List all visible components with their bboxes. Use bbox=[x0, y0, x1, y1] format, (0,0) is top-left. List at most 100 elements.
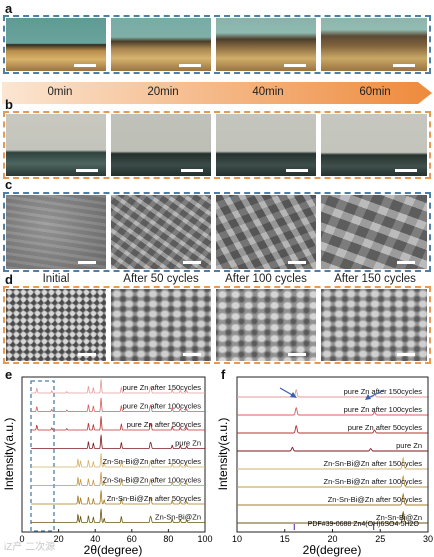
panel-c-label: c bbox=[5, 177, 13, 192]
watermark: iZ产 二次源 bbox=[4, 542, 56, 553]
x-tick-label: 25 bbox=[375, 534, 385, 544]
x-tick-label: 30 bbox=[423, 534, 433, 544]
x-tick-label: 20 bbox=[54, 534, 64, 544]
xrd-trace bbox=[31, 397, 205, 412]
panel-c-sem-4 bbox=[321, 195, 427, 269]
scale-bar bbox=[393, 64, 415, 67]
series-label: Zn-Sn-Bi@Zn after 50cycles bbox=[107, 494, 202, 503]
xrd-trace bbox=[31, 416, 205, 431]
xrd-trace bbox=[31, 434, 205, 449]
caption-100-cycles: After 100 cycles bbox=[225, 273, 307, 285]
panel-a-photo-20min bbox=[111, 18, 211, 71]
xrd-trace bbox=[237, 446, 428, 452]
scale-bar bbox=[78, 353, 96, 356]
scale-bar bbox=[76, 169, 98, 172]
plot-frame bbox=[236, 376, 429, 533]
caption-150-cycles: After 150 cycles bbox=[334, 273, 416, 285]
x-tick-label: 15 bbox=[280, 534, 290, 544]
x-tick-label: 40 bbox=[90, 534, 100, 544]
x-tick-label: 10 bbox=[232, 534, 242, 544]
x-axis-label: 2θ(degree) bbox=[84, 543, 143, 557]
xrd-trace bbox=[237, 406, 428, 416]
pointer-arrow-head bbox=[290, 392, 297, 398]
scale-bar bbox=[181, 169, 203, 172]
xrd-trace bbox=[31, 471, 205, 487]
scale-bar bbox=[74, 64, 96, 67]
xrd-trace bbox=[31, 453, 205, 468]
scale-bar bbox=[183, 261, 201, 264]
scale-bar bbox=[288, 353, 306, 356]
xrd-trace bbox=[237, 388, 428, 398]
panel-b-photo-2 bbox=[111, 114, 211, 176]
series-label: Zn-Sn-Bi@Zn bbox=[155, 513, 201, 522]
series-label: pure Zn after 150cycles bbox=[344, 387, 423, 396]
panel-b-label: b bbox=[5, 97, 13, 112]
scale-bar bbox=[395, 169, 417, 172]
xrd-trace bbox=[31, 508, 205, 524]
x-axis-label: 2θ(degree) bbox=[303, 543, 362, 557]
series-label: Zn-Sn-Bi@Zn after 150cycles bbox=[324, 459, 423, 468]
series-label: Zn-Sn-Bi@Zn bbox=[376, 513, 422, 522]
xrd-chart-e: pure Zn after 150cycles pure Zn after 100… bbox=[2, 376, 213, 557]
xrd-trace bbox=[237, 474, 428, 488]
panel-a-photo-0min bbox=[6, 18, 106, 71]
x-tick-label: 60 bbox=[127, 534, 137, 544]
panel-e-label: e bbox=[5, 367, 13, 382]
y-axis-label: Intensity(a.u.) bbox=[2, 418, 16, 491]
caption-50-cycles: After 50 cycles bbox=[123, 273, 199, 285]
xrd-trace bbox=[237, 510, 428, 524]
panel-b-frame bbox=[3, 111, 431, 179]
scale-bar bbox=[286, 169, 308, 172]
series-label: Zn-Sn-Bi@Zn after 150cycles bbox=[103, 457, 202, 466]
panel-a-label: a bbox=[5, 1, 13, 16]
caption-initial: Initial bbox=[42, 273, 70, 285]
pointer-arrow bbox=[367, 389, 385, 399]
panel-c-sem-2 bbox=[111, 195, 211, 269]
scale-bar bbox=[284, 64, 306, 67]
x-tick-label: 0 bbox=[19, 534, 24, 544]
timeline-label-20min: 20min bbox=[147, 86, 179, 98]
series-label: pure Zn after 100cycles bbox=[123, 402, 202, 411]
timeline-label-0min: 0min bbox=[47, 86, 73, 98]
xrd-trace bbox=[31, 379, 205, 394]
panel-d-sem-150 bbox=[321, 289, 427, 361]
timeline-label-40min: 40min bbox=[252, 86, 284, 98]
scale-bar bbox=[183, 353, 201, 356]
panel-c-sem-1 bbox=[6, 195, 106, 269]
panel-d-label: d bbox=[5, 272, 13, 287]
scale-bar bbox=[397, 353, 415, 356]
scale-bar bbox=[288, 261, 306, 264]
panel-b-photo-4 bbox=[321, 114, 427, 176]
panel-d-sem-50 bbox=[111, 289, 211, 361]
xrd-trace bbox=[237, 424, 428, 434]
series-label: pure Zn bbox=[396, 441, 422, 450]
panel-f-label: f bbox=[221, 367, 226, 382]
series-label: pure Zn after 100cycles bbox=[344, 405, 423, 414]
panel-c-frame bbox=[3, 192, 431, 272]
timeline-label-60min: 60min bbox=[359, 86, 391, 98]
x-tick-label: 100 bbox=[197, 534, 212, 544]
scale-bar bbox=[179, 64, 201, 67]
scale-bar bbox=[397, 261, 415, 264]
plot-frame bbox=[21, 376, 206, 533]
panel-b-photo-3 bbox=[216, 114, 316, 176]
zoom-region-box bbox=[30, 380, 55, 532]
series-label: Zn-Sn-Bi@Zn after 100cycles bbox=[324, 477, 423, 486]
xrd-trace bbox=[31, 490, 205, 505]
x-tick-label: 80 bbox=[163, 534, 173, 544]
y-axis-label: Intensity(a.u.) bbox=[218, 418, 230, 491]
panel-b-photo-1 bbox=[6, 114, 106, 176]
panel-c-sem-3 bbox=[216, 195, 316, 269]
panel-d-frame bbox=[3, 286, 431, 364]
panel-d-sem-100 bbox=[216, 289, 316, 361]
series-label: Zn-Sn-Bi@Zn after 50cycles bbox=[328, 495, 423, 504]
xrd-trace bbox=[237, 456, 428, 470]
series-label: Zn-Sn-Bi@Zn after 100cycles bbox=[103, 476, 202, 485]
xrd-chart-f: pure Zn after 150cycles pure Zn after 100… bbox=[218, 376, 433, 557]
pointer-arrow-head bbox=[365, 394, 371, 400]
scale-bar bbox=[78, 261, 96, 264]
reference-label: PDF#39-0688 Zn4(OH)6SO4·5H2O bbox=[308, 521, 420, 528]
timeline-arrow bbox=[2, 82, 432, 104]
series-label: pure Zn after 50cycles bbox=[127, 420, 201, 429]
series-label: pure Zn bbox=[175, 439, 201, 448]
